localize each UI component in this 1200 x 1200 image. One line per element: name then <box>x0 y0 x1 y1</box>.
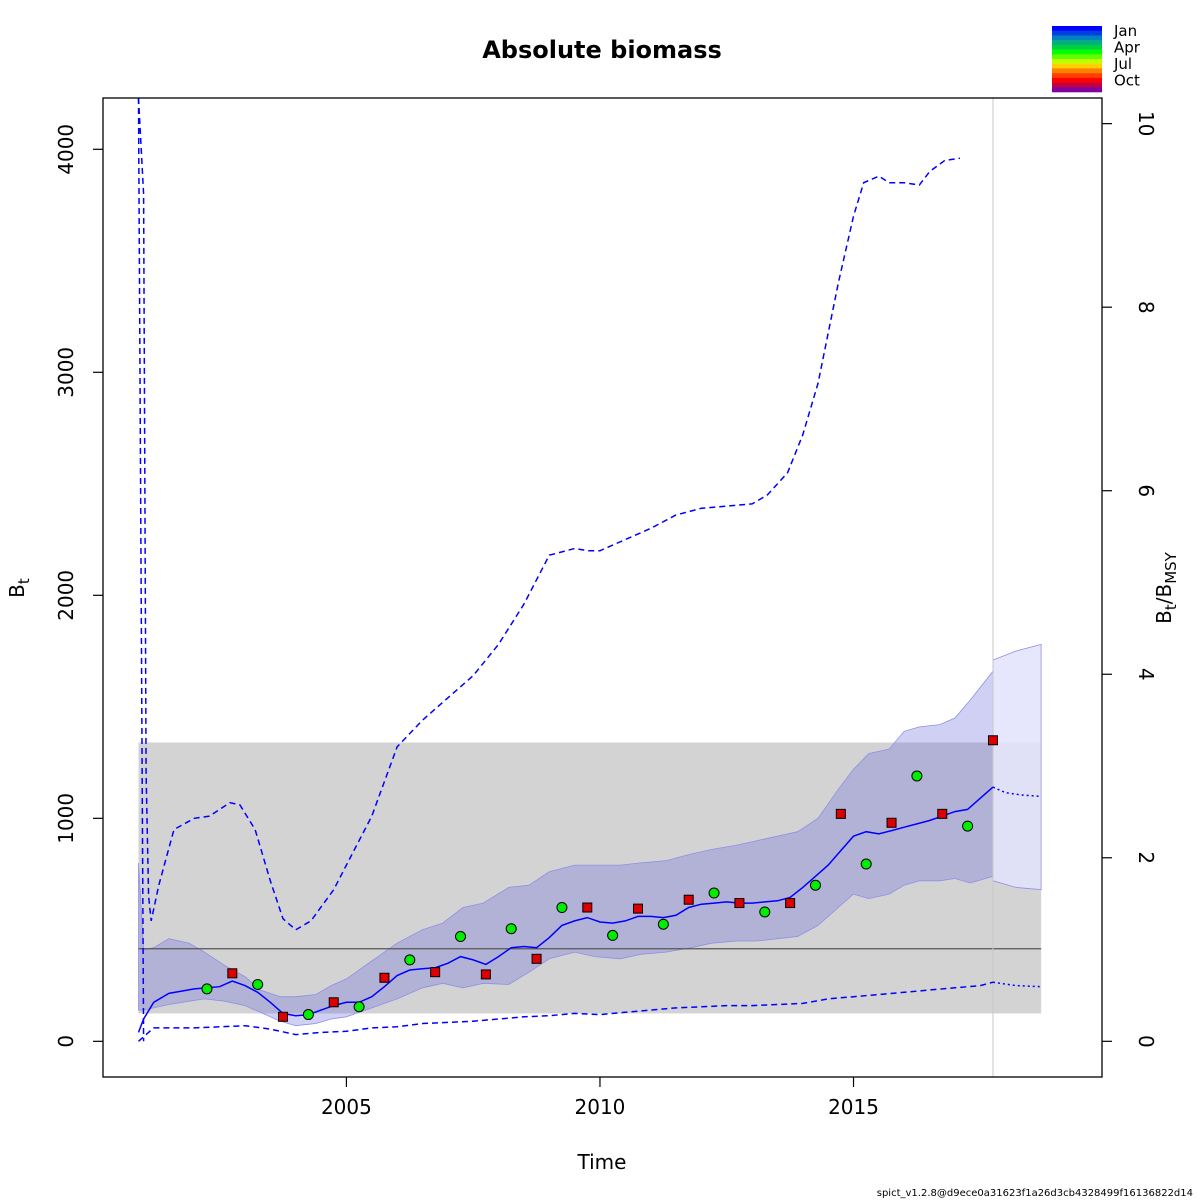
legend-swatch-2 <box>1052 35 1102 41</box>
legend-swatch-4 <box>1052 44 1102 50</box>
legend-swatch-3 <box>1052 40 1102 46</box>
observation-point-14 <box>556 902 568 914</box>
legend-swatch-9 <box>1052 68 1102 74</box>
y2-tick-label-5: 10 <box>1134 111 1158 136</box>
observation-point-15 <box>582 902 593 913</box>
series-line-1 <box>992 786 1042 798</box>
legend-swatch-12 <box>1052 82 1102 88</box>
series-line-0 <box>137 786 994 1033</box>
legend-swatch-1 <box>1052 30 1102 36</box>
y2-axis-label-sep: /B <box>1152 584 1176 604</box>
y2-tick-label-0: 0 <box>1134 1035 1158 1048</box>
chart-title: Absolute biomass <box>482 36 722 64</box>
legend-swatch-11 <box>1052 77 1102 83</box>
observation-point-23 <box>785 898 796 909</box>
observation-point-8 <box>404 954 416 966</box>
observation-point-0 <box>201 983 213 995</box>
y-axis-label: Bt <box>5 578 33 598</box>
observation-point-26 <box>860 858 872 870</box>
series-line-3 <box>137 98 145 1042</box>
series-line-2 <box>137 98 961 931</box>
plot-frame <box>102 97 1103 1078</box>
y-axis-label-sub: t <box>15 578 33 584</box>
observation-point-18 <box>657 918 669 930</box>
observation-point-28 <box>911 770 923 782</box>
x-tick-label-2: 2015 <box>828 1095 879 1119</box>
legend-swatch-5 <box>1052 49 1102 55</box>
y2-tick-label-1: 2 <box>1134 851 1158 864</box>
observation-point-31 <box>987 735 998 746</box>
observation-point-19 <box>683 894 694 905</box>
observation-point-10 <box>455 931 467 943</box>
y-axis-label-main: B <box>5 584 29 598</box>
y2-axis-label-main: B <box>1152 610 1176 624</box>
y-tick-label-1: 1000 <box>54 793 78 844</box>
observation-point-4 <box>302 1009 314 1021</box>
x-axis: 2005 2010 2015 <box>321 1077 879 1119</box>
observation-point-30 <box>962 820 974 832</box>
legend-label-jan: Jan <box>1113 22 1137 40</box>
series-line-4 <box>138 981 994 1042</box>
legend-label-apr: Apr <box>1114 39 1141 57</box>
y-tick-label-0: 0 <box>54 1035 78 1048</box>
svg-text:Bt: Bt <box>5 578 33 598</box>
observation-point-21 <box>734 898 745 909</box>
observation-point-9 <box>430 967 441 978</box>
bmsy-ci-band <box>138 742 1042 1014</box>
x-tick-label-0: 2005 <box>321 1095 372 1119</box>
observation-point-11 <box>480 969 491 980</box>
legend-label-oct: Oct <box>1114 72 1140 90</box>
plot-area <box>137 98 1042 1077</box>
observation-point-16 <box>607 929 619 941</box>
observation-point-27 <box>886 817 897 828</box>
y2-axis-label-sub2: MSY <box>1162 551 1180 583</box>
observation-point-13 <box>531 953 542 964</box>
x-tick-label-1: 2010 <box>575 1095 626 1119</box>
y-tick-label-2: 2000 <box>54 570 78 621</box>
observation-point-6 <box>353 1001 365 1013</box>
observation-point-17 <box>632 903 643 914</box>
observation-point-24 <box>809 879 821 891</box>
legend-label-jul: Jul <box>1113 55 1132 73</box>
legend-swatch-13 <box>1052 87 1102 93</box>
observation-point-7 <box>379 972 390 983</box>
y2-axis-label-sub1: t <box>1162 604 1180 610</box>
observation-point-1 <box>227 968 238 979</box>
legend-swatch-10 <box>1052 73 1102 79</box>
observation-point-5 <box>328 997 339 1008</box>
legend-swatch-8 <box>1052 63 1102 69</box>
observation-point-25 <box>835 808 846 819</box>
y2-axis-label: Bt/BMSY <box>1152 551 1180 624</box>
observation-point-29 <box>937 808 948 819</box>
observation-point-2 <box>252 978 264 990</box>
legend-swatch-0 <box>1052 26 1102 32</box>
y-tick-label-4: 4000 <box>54 124 78 175</box>
observation-point-3 <box>278 1011 289 1022</box>
observation-point-20 <box>708 887 720 899</box>
observation-point-22 <box>759 906 771 918</box>
y2-tick-label-4: 8 <box>1134 301 1158 314</box>
footer-version: spict_v1.2.8@d9ece0a31623f1a26d3cb432849… <box>877 1188 1193 1199</box>
y-tick-label-3: 3000 <box>54 347 78 398</box>
forecast-ci-band <box>992 643 1042 891</box>
observation-point-12 <box>505 923 517 935</box>
y2-tick-label-3: 6 <box>1134 484 1158 497</box>
svg-text:Bt/BMSY: Bt/BMSY <box>1152 551 1180 624</box>
y-axis-right: 0 2 4 6 8 10 <box>1102 111 1158 1048</box>
x-axis-label: Time <box>577 1150 627 1174</box>
legend-swatch-7 <box>1052 59 1102 65</box>
y2-tick-label-2: 4 <box>1134 668 1158 681</box>
y-axis-left: 0 1000 2000 3000 4000 <box>54 124 103 1048</box>
legend-swatch-6 <box>1052 54 1102 60</box>
